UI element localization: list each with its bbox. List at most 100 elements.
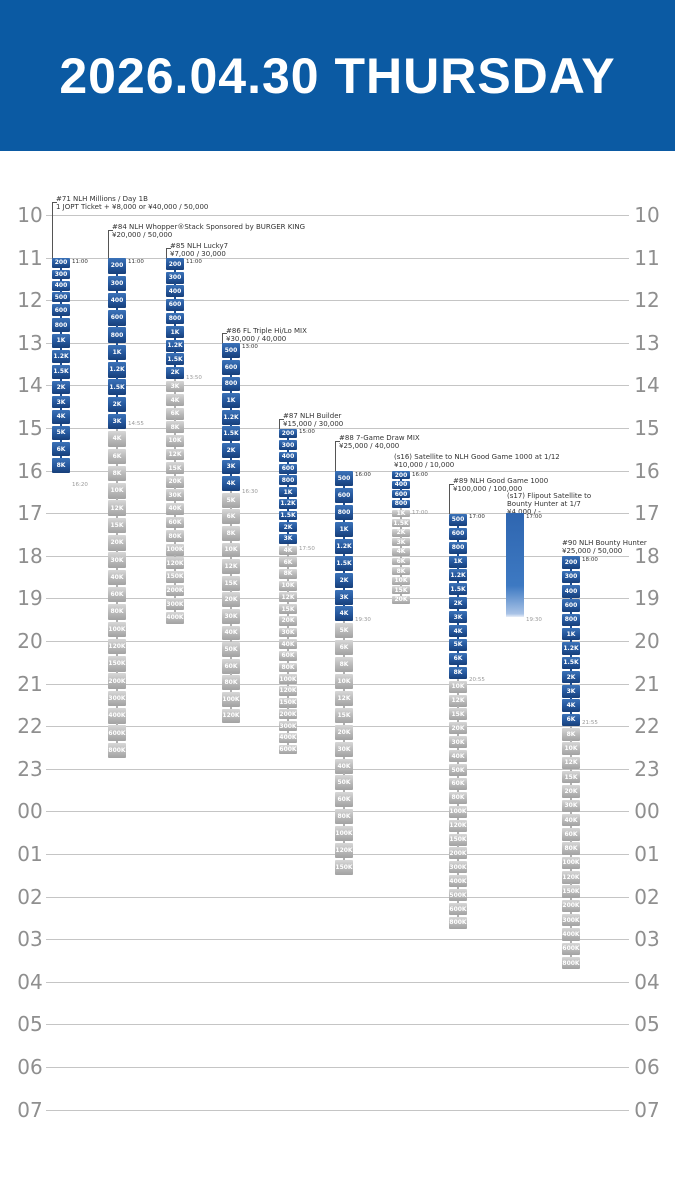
- level-connector: [457, 678, 459, 681]
- blind-level-block: 300K: [279, 721, 297, 731]
- blind-level-block: 400: [52, 280, 70, 291]
- level-connector: [457, 664, 459, 667]
- hour-label-left: 00: [17, 799, 43, 824]
- blind-level-block: 30K: [279, 627, 297, 638]
- blind-level-block: 40K: [222, 625, 240, 641]
- blind-level-block: 600: [392, 490, 410, 499]
- blind-level-block: 1.5K: [449, 583, 467, 596]
- blind-level-block: 600: [562, 599, 580, 612]
- level-connector: [457, 553, 459, 556]
- blind-level-block: 80K: [335, 809, 353, 825]
- blind-level-block: 200: [108, 258, 126, 274]
- event-end-time: 16:30: [242, 488, 258, 495]
- level-connector: [400, 478, 402, 481]
- blind-level-block: 800K: [108, 742, 126, 759]
- level-connector: [570, 869, 572, 871]
- level-connector: [400, 517, 402, 520]
- blind-level-block: 1.5K: [392, 519, 410, 527]
- blind-level-block: 80K: [562, 842, 580, 855]
- blind-level-block: 12K: [279, 592, 297, 603]
- blind-level-block: 100K: [335, 826, 353, 842]
- event-bracket: [166, 248, 171, 259]
- level-connector: [457, 901, 459, 903]
- hour-label-right: 01: [634, 842, 660, 866]
- blind-level-block: 1.5K: [108, 379, 126, 395]
- blind-level-block: 120K: [335, 843, 353, 859]
- level-connector: [116, 671, 118, 674]
- hour-gridline: [46, 215, 629, 216]
- blind-level-block: 80K: [279, 662, 297, 673]
- level-connector: [174, 609, 176, 612]
- level-connector: [230, 540, 232, 543]
- blind-level-block: 6K: [279, 557, 297, 568]
- level-connector: [457, 859, 459, 862]
- blind-level-block: 400K: [449, 875, 467, 888]
- level-connector: [570, 897, 572, 900]
- level-connector: [174, 378, 176, 381]
- level-connector: [60, 378, 62, 381]
- blind-level-block: 80K: [108, 604, 126, 620]
- level-connector: [287, 742, 289, 745]
- level-connector: [570, 926, 572, 929]
- blind-level-block: 4K: [449, 625, 467, 638]
- blind-level-block: 4K: [108, 431, 126, 447]
- hour-label-right: 00: [634, 799, 660, 824]
- level-connector: [570, 954, 572, 957]
- blind-level-block: 800: [562, 613, 580, 627]
- hour-gridline: [46, 1067, 629, 1068]
- blind-level-block: 600K: [279, 744, 297, 755]
- blind-level-block: 10K: [166, 435, 184, 447]
- blind-level-block: 1.5K: [222, 426, 240, 442]
- blind-level-block: 40K: [449, 750, 467, 763]
- level-connector: [174, 446, 176, 449]
- blind-level-block: 400: [279, 452, 297, 462]
- event-end-time: 19:30: [526, 616, 542, 623]
- blind-level-block: 50K: [335, 775, 353, 791]
- blind-level-block: 30K: [166, 489, 184, 502]
- hour-gridline: [46, 896, 629, 898]
- level-connector: [116, 706, 118, 708]
- event-title: (s16) Satellite to NLH Good Game 1000 at…: [394, 453, 560, 469]
- blind-level-block: 1.2K: [108, 362, 126, 378]
- blind-level-block: 10K: [108, 483, 126, 499]
- blind-level-block: 120K: [562, 871, 580, 884]
- level-connector: [343, 824, 345, 827]
- hour-label-left: 23: [17, 756, 43, 781]
- event-title: #88 7-Game Draw MIX ¥25,000 / 40,000: [339, 434, 420, 450]
- level-connector: [570, 654, 572, 657]
- level-connector: [60, 278, 62, 281]
- blind-level-block: 8K: [562, 728, 580, 741]
- level-connector: [116, 550, 118, 553]
- blind-level-block: 10K: [449, 680, 467, 693]
- blind-level-block: 6K: [52, 441, 70, 457]
- blind-level-block: 300: [562, 570, 580, 584]
- blind-level-block: 300: [166, 271, 184, 284]
- blind-level-block: 50K: [449, 764, 467, 777]
- blind-level-block: 300K: [166, 598, 184, 610]
- blind-level-block: 150K: [449, 833, 467, 846]
- blind-level-block: 800: [279, 475, 297, 486]
- level-connector: [457, 636, 459, 639]
- blind-level-block: 1.5K: [52, 365, 70, 379]
- level-connector: [230, 358, 232, 360]
- blind-level-block: 4K: [52, 410, 70, 424]
- blind-level-block: 150K: [279, 697, 297, 708]
- level-connector: [287, 719, 289, 722]
- level-connector: [60, 408, 62, 411]
- blind-level-block: 120K: [279, 686, 297, 696]
- event-title: #71 NLH Millions / Day 1B 1 JOPT Ticket …: [56, 195, 209, 211]
- level-connector: [570, 683, 572, 686]
- blind-level-block: 6K: [335, 640, 353, 656]
- blind-level-block: 15K: [449, 708, 467, 721]
- blind-level-block: 6K: [562, 713, 580, 727]
- level-connector: [287, 730, 289, 733]
- blind-level-block: 20K: [166, 475, 184, 488]
- level-connector: [570, 740, 572, 743]
- blind-level-block: 120K: [449, 819, 467, 832]
- level-connector: [174, 324, 176, 327]
- level-connector: [230, 690, 232, 692]
- hour-label-right: 11: [634, 245, 660, 270]
- blind-level-block: 60K: [335, 792, 353, 808]
- blind-level-block: 20K: [335, 724, 353, 740]
- level-connector: [230, 557, 232, 560]
